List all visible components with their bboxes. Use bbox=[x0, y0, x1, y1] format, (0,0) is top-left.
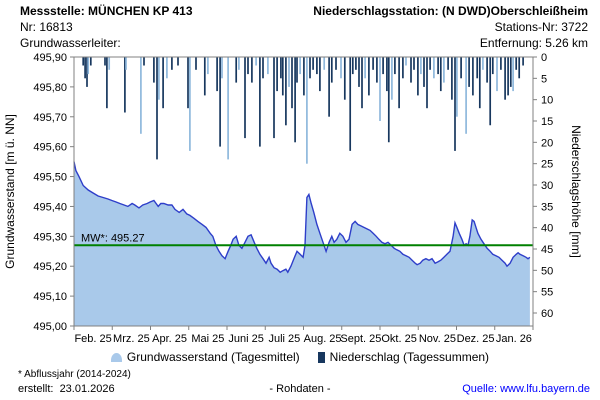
y-right-tick-label: 30 bbox=[541, 180, 553, 192]
y-left-axis-title: Grundwasserstand [m ü. NN] bbox=[3, 114, 17, 269]
raw-data-label: - Rohdaten - bbox=[269, 383, 331, 395]
y-right-tick-label: 40 bbox=[541, 223, 553, 235]
precip-station-number: Stations-Nr: 3722 bbox=[494, 20, 588, 34]
y-right-tick-label: 45 bbox=[541, 244, 553, 256]
y-right-axis-title: Niederschlagshöhe [mm] bbox=[569, 125, 583, 258]
y-right-tick-label: 5 bbox=[541, 73, 547, 85]
created-date: erstellt: 23.01.2026 bbox=[18, 383, 115, 395]
y-left-tick-label: 495,80 bbox=[33, 82, 67, 94]
x-axis-month-label: Jan. 26 bbox=[496, 333, 532, 345]
y-right-tick-label: 25 bbox=[541, 159, 553, 171]
y-left-tick-label: 495,70 bbox=[33, 112, 67, 124]
y-left-tick-label: 495,50 bbox=[33, 172, 67, 184]
y-right-tick-label: 20 bbox=[541, 137, 553, 149]
x-axis-month-label: Juli 25 bbox=[269, 333, 301, 345]
groundwater-area bbox=[74, 161, 530, 326]
y-right-tick-label: 55 bbox=[541, 287, 553, 299]
y-right-tick-label: 35 bbox=[541, 201, 553, 213]
y-left-tick-label: 495,60 bbox=[33, 142, 67, 154]
legend-groundwater-label: Grundwasserstand (Tagesmittel) bbox=[126, 350, 300, 364]
y-right-tick-label: 15 bbox=[541, 116, 553, 128]
x-axis-month-label: Dez. 25 bbox=[457, 333, 495, 345]
precip-station-title: Niederschlagsstation: (N DWD)Oberschleiß… bbox=[313, 4, 588, 18]
groundwater-area-swatch-icon bbox=[110, 352, 122, 362]
station-number: Nr: 16813 bbox=[20, 20, 73, 34]
y-right-tick-label: 60 bbox=[541, 308, 553, 320]
aquifer-label: Grundwasserleiter: bbox=[20, 36, 121, 50]
y-left-tick-label: 495,00 bbox=[33, 321, 67, 333]
y-right-tick-label: 10 bbox=[541, 95, 553, 107]
legend-item-precipitation: Niederschlag (Tagessummen) bbox=[317, 350, 490, 364]
y-left-tick-label: 495,40 bbox=[33, 201, 67, 213]
x-axis-month-label: Apr. 25 bbox=[152, 333, 187, 345]
source-prefix: Quelle: bbox=[462, 383, 501, 395]
x-axis-month-label: Feb. 25 bbox=[74, 333, 111, 345]
x-axis-month-label: Aug. 25 bbox=[304, 333, 342, 345]
legend-precipitation-label: Niederschlag (Tagessummen) bbox=[329, 350, 490, 364]
chart-legend: Grundwasserstand (Tagesmittel) Niedersch… bbox=[0, 350, 600, 364]
x-axis-month-label: Juni 25 bbox=[228, 333, 263, 345]
station-title: Messstelle: MÜNCHEN KP 413 bbox=[20, 4, 193, 18]
x-axis-month-label: Okt. 25 bbox=[381, 333, 416, 345]
y-left-tick-label: 495,30 bbox=[33, 231, 67, 243]
distance-label: Entfernung: 5.26 km bbox=[479, 36, 588, 50]
x-axis-month-label: Mai 25 bbox=[191, 333, 224, 345]
y-left-tick-label: 495,20 bbox=[33, 261, 67, 273]
x-axis-month-label: Sept. 25 bbox=[340, 333, 381, 345]
x-axis-month-label: Nov. 25 bbox=[419, 333, 456, 345]
precipitation-bar-swatch-icon bbox=[317, 351, 325, 363]
mean-water-label: MW*: 495.27 bbox=[81, 232, 145, 244]
source-line: Quelle: www.lfu.bayern.de bbox=[462, 383, 590, 395]
y-left-tick-label: 495,90 bbox=[33, 52, 67, 64]
x-axis-month-label: Mrz. 25 bbox=[113, 333, 150, 345]
y-left-tick-label: 495,10 bbox=[33, 291, 67, 303]
groundwater-line bbox=[73, 161, 531, 274]
legend-item-groundwater: Grundwasserstand (Tagesmittel) bbox=[110, 350, 300, 364]
footnote-abflussjahr: * Abflussjahr (2014-2024) bbox=[18, 369, 131, 380]
y-right-tick-label: 50 bbox=[541, 265, 553, 277]
source-link[interactable]: www.lfu.bayern.de bbox=[500, 383, 590, 395]
y-right-tick-label: 0 bbox=[541, 52, 547, 64]
